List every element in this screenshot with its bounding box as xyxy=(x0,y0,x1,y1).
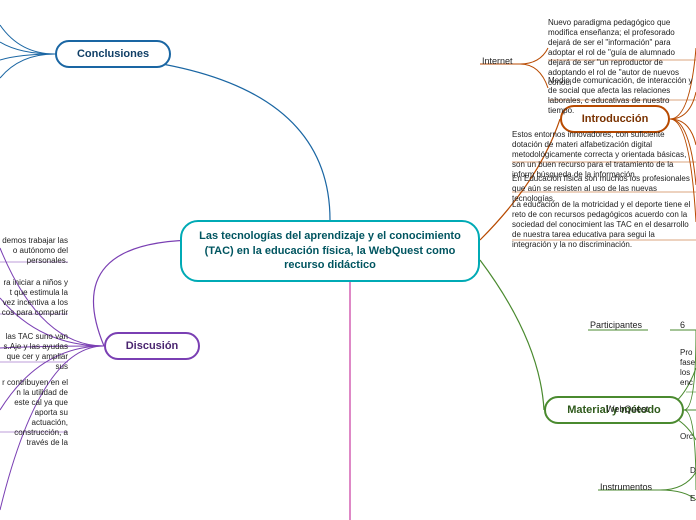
mat-wq-item-1: Orc xyxy=(680,432,696,442)
branch-label: Discusión xyxy=(126,340,179,352)
mat-instrumentos-label: Instrumentos xyxy=(600,482,652,492)
intro-item-2: Estos entornos innovadores, con suficien… xyxy=(512,130,696,180)
disc-item-3: r contribuyen en el n la utilidad de est… xyxy=(0,378,68,448)
mat-participantes-label: Participantes xyxy=(590,320,642,330)
disc-item-1: ra iniciar a niños y t que estimula la v… xyxy=(0,278,68,318)
branch-label: Conclusiones xyxy=(77,48,149,60)
intro-item-4: La educación de la motricidad y el depor… xyxy=(512,200,696,250)
mat-webquest-label: WebQuest xyxy=(606,404,648,414)
branch-discusion[interactable]: Discusión xyxy=(104,332,200,360)
disc-item-0: demos trabajar las o autónomo del person… xyxy=(0,236,68,266)
center-title: Las tecnologías del aprendizaje y el con… xyxy=(198,229,462,274)
branch-conclusiones[interactable]: Conclusiones xyxy=(55,40,171,68)
mat-participantes-val: 6 xyxy=(680,320,685,330)
mat-ins-item-1: E xyxy=(690,494,696,504)
mat-wq-item-0: Pro fase los enc xyxy=(680,348,696,388)
intro-internet-label: Internet xyxy=(482,56,513,66)
mat-ins-item-0: D xyxy=(690,466,696,476)
center-node[interactable]: Las tecnologías del aprendizaje y el con… xyxy=(180,220,480,282)
disc-item-2: las TAC suno van s.Aje y las ayudas que … xyxy=(0,332,68,372)
intro-item-1: Medio de comunicación, de interacción y … xyxy=(548,76,696,116)
